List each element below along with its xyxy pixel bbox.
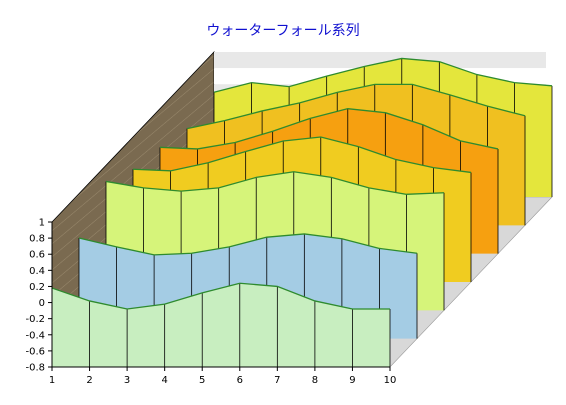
- x-tick-label: 5: [199, 375, 205, 386]
- x-tick-label: 8: [312, 375, 318, 386]
- series-fill: [52, 283, 390, 367]
- x-tick-label: 7: [274, 375, 280, 386]
- x-tick-label: 1: [49, 375, 55, 386]
- x-tick-label: 4: [161, 375, 167, 386]
- y-tick-label: 0.4: [29, 266, 45, 277]
- series-line: [186, 83, 526, 130]
- x-tick-label: 9: [349, 375, 355, 386]
- chart-title: ウォーターフォール系列: [206, 23, 360, 39]
- y-tick-label: 0.6: [29, 250, 45, 261]
- back-panel-band: [214, 52, 546, 69]
- x-tick-label: 2: [86, 375, 92, 386]
- series-line: [78, 233, 418, 256]
- series-line: [159, 108, 499, 150]
- x-tick-label: 3: [124, 375, 130, 386]
- x-tick-label: 6: [237, 375, 243, 386]
- x-tick-label: 10: [384, 375, 397, 386]
- y-tick-label: 0: [39, 298, 45, 309]
- series-line: [213, 57, 553, 93]
- series-line: [105, 171, 445, 195]
- waterfall-series: [51, 282, 391, 367]
- y-tick-label: -0.6: [25, 346, 45, 357]
- series-line: [51, 282, 390, 310]
- y-tick-label: 1: [39, 218, 45, 229]
- y-tick-label: 0.2: [29, 282, 45, 293]
- y-tick-label: -0.4: [25, 330, 45, 341]
- y-tick-label: 0.8: [29, 234, 45, 245]
- series-line: [132, 136, 472, 174]
- y-tick-label: -0.8: [25, 363, 45, 374]
- y-tick-label: -0.2: [25, 314, 45, 325]
